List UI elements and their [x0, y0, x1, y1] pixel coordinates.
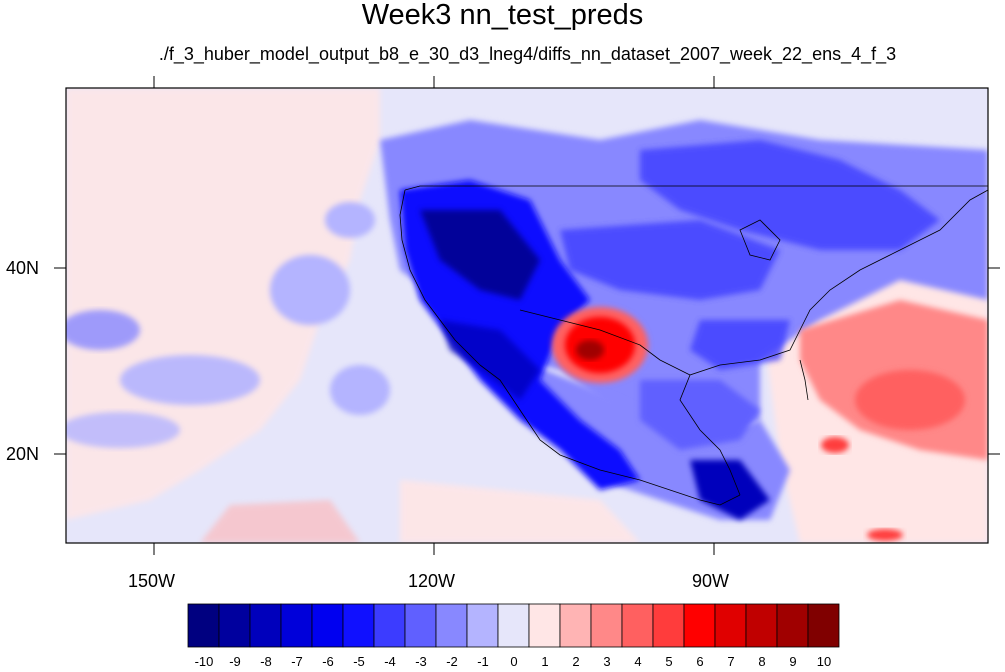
colorbar-box: [187, 603, 220, 648]
colorbar-box: [559, 603, 592, 648]
colorbar-box: [714, 603, 747, 648]
colorbar-box: [745, 603, 778, 648]
colorbar-box: [404, 603, 437, 648]
colorbar-tick-label: -8: [260, 654, 272, 669]
colorbar-tick-label: -6: [322, 654, 334, 669]
map-field: [66, 88, 988, 543]
colorbar-tick-label: 8: [758, 654, 766, 669]
colorbar: [187, 603, 840, 648]
colorbar-tick-label: 4: [634, 654, 642, 669]
colorbar-tick-label: -4: [384, 654, 396, 669]
lat-label-20n: 20N: [6, 444, 40, 464]
colorbar-box: [218, 603, 251, 648]
colorbar-tick-label: 7: [727, 654, 735, 669]
colorbar-tick-label: 6: [696, 654, 704, 669]
colorbar-box: [497, 603, 530, 648]
lon-label-150w: 150W: [128, 571, 176, 591]
colorbar-box: [683, 603, 716, 648]
colorbar-box: [435, 603, 468, 648]
lon-label-90w: 90W: [692, 571, 730, 591]
lon-label-120w: 120W: [408, 571, 456, 591]
colorbar-tick-label: 5: [665, 654, 673, 669]
colorbar-tick-label: -1: [477, 654, 489, 669]
colorbar-box: [342, 603, 375, 648]
axis-ticks: [54, 76, 1000, 555]
lat-label-40n: 40N: [6, 258, 40, 278]
colorbar-tick-label: -10: [194, 654, 214, 669]
page-title: Week3 nn_test_preds: [361, 0, 644, 31]
map-frame: [65, 87, 989, 544]
colorbar-tick-label: -2: [446, 654, 458, 669]
colorbar-box: [249, 603, 282, 648]
colorbar-box: [466, 603, 499, 648]
colorbar-box: [621, 603, 654, 648]
colorbar-tick-label: 10: [816, 654, 832, 669]
colorbar-tick-label: -5: [353, 654, 365, 669]
colorbar-box: [311, 603, 344, 648]
colorbar-tick-label: -7: [291, 654, 303, 669]
coastlines: [399, 185, 988, 506]
colorbar-tick-label: 0: [510, 654, 518, 669]
colorbar-box: [528, 603, 561, 648]
plot-subtitle: ./f_3_huber_model_output_b8_e_30_d3_lneg…: [158, 44, 897, 64]
colorbar-box: [807, 603, 840, 648]
colorbar-tick-label: 3: [603, 654, 611, 669]
colorbar-tick-label: 1: [541, 654, 549, 669]
colorbar-box: [776, 603, 809, 648]
colorbar-box: [373, 603, 406, 648]
colorbar-tick-label: -3: [415, 654, 427, 669]
colorbar-box: [652, 603, 685, 648]
colorbar-tick-label: 9: [789, 654, 797, 669]
colorbar-box: [280, 603, 313, 648]
colorbar-tick-label: -9: [229, 654, 241, 669]
colorbar-box: [590, 603, 623, 648]
colorbar-tick-label: 2: [572, 654, 580, 669]
